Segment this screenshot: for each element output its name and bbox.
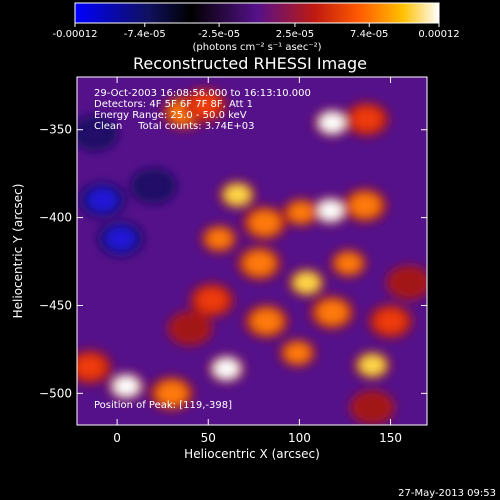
colorbar-tick-label: 7.4e-05 <box>350 29 388 40</box>
colorbar-tick-label: -2.5e-05 <box>198 29 240 40</box>
heat-source <box>77 355 106 379</box>
y-axis-ticks: −500 −450 −400 −350 <box>39 123 427 400</box>
x-tick-label: 50 <box>201 431 216 445</box>
x-tick-label: 150 <box>379 431 402 445</box>
y-tick-label: −500 <box>39 386 72 400</box>
peak-position-label: Position of Peak: [119,-398] <box>94 400 232 411</box>
annotation-total-counts: Clean Total counts: 3.74E+03 <box>94 121 254 132</box>
x-tick-label: 0 <box>113 431 121 445</box>
info-annotations: 29-Oct-2003 16:08:56.000 to 16:13:10.000… <box>94 88 311 132</box>
colorbar-tick-label: 0.00012 <box>418 29 459 40</box>
heat-source <box>317 200 343 221</box>
heat-source <box>113 376 139 397</box>
heat-source <box>105 226 137 251</box>
heat-source <box>359 355 385 376</box>
colorbar-tick-label: -7.4e-05 <box>124 29 166 40</box>
heat-source <box>336 253 362 274</box>
colorbar-gradient <box>74 2 440 24</box>
heat-source <box>375 309 406 334</box>
heat-source <box>357 395 388 420</box>
heat-source <box>189 93 220 118</box>
annotation-time-range: 29-Oct-2003 16:08:56.000 to 16:13:10.000 <box>94 88 311 99</box>
heat-source <box>351 107 383 132</box>
annotation-detectors: Detectors: 4F 5F 6F 7F 8F, Att 1 <box>94 99 253 110</box>
colorbar: -0.00012 -7.4e-05 -2.5e-05 2.5e-05 7.4e-05 0.… <box>53 2 460 53</box>
heat-source <box>243 251 275 276</box>
heat-source <box>251 309 282 334</box>
heat-source <box>138 174 169 198</box>
heat-source <box>174 316 206 341</box>
heat-source <box>349 193 381 218</box>
heat-source <box>284 343 311 363</box>
plot-area: 0 50 100 150 −500 −450 −400 −350 <box>39 76 428 445</box>
heat-source <box>288 202 314 223</box>
colorbar-tick-label: -0.00012 <box>53 29 98 40</box>
heat-source <box>316 300 348 325</box>
heat-source <box>213 358 240 379</box>
heat-source <box>156 381 188 406</box>
heat-source <box>79 121 111 146</box>
date-stamp: 27-May-2013 09:53 <box>398 488 496 499</box>
y-tick-label: −450 <box>39 298 72 312</box>
y-tick-label: −400 <box>39 211 72 225</box>
heat-source <box>224 184 251 205</box>
colorbar-tick-label: 2.5e-05 <box>276 29 314 40</box>
heat-source <box>206 228 232 249</box>
heat-source <box>87 188 118 212</box>
x-axis-ticks: 0 50 100 150 <box>113 77 402 445</box>
heatmap-layer <box>77 88 427 425</box>
heat-source <box>393 270 425 295</box>
colorbar-units: (photons cm⁻² s⁻¹ asec⁻²) <box>192 42 321 53</box>
plot-frame <box>76 76 428 426</box>
annotation-energy-range: Energy Range: 25.0 - 50.0 keV <box>94 110 247 121</box>
y-axis-label: Heliocentric Y (arcsec) <box>11 184 25 319</box>
heat-source <box>196 288 228 313</box>
heat-source <box>319 112 345 133</box>
x-tick-label: 100 <box>288 431 311 445</box>
x-axis-label: Heliocentric X (arcsec) <box>184 447 320 461</box>
chart-title: Reconstructed RHESSI Image <box>133 54 367 73</box>
y-tick-label: −350 <box>39 123 72 137</box>
heat-source <box>249 210 281 235</box>
heat-source <box>294 272 320 293</box>
colorbar-ticks: -0.00012 -7.4e-05 -2.5e-05 2.5e-05 7.4e-05 0.… <box>53 23 460 40</box>
